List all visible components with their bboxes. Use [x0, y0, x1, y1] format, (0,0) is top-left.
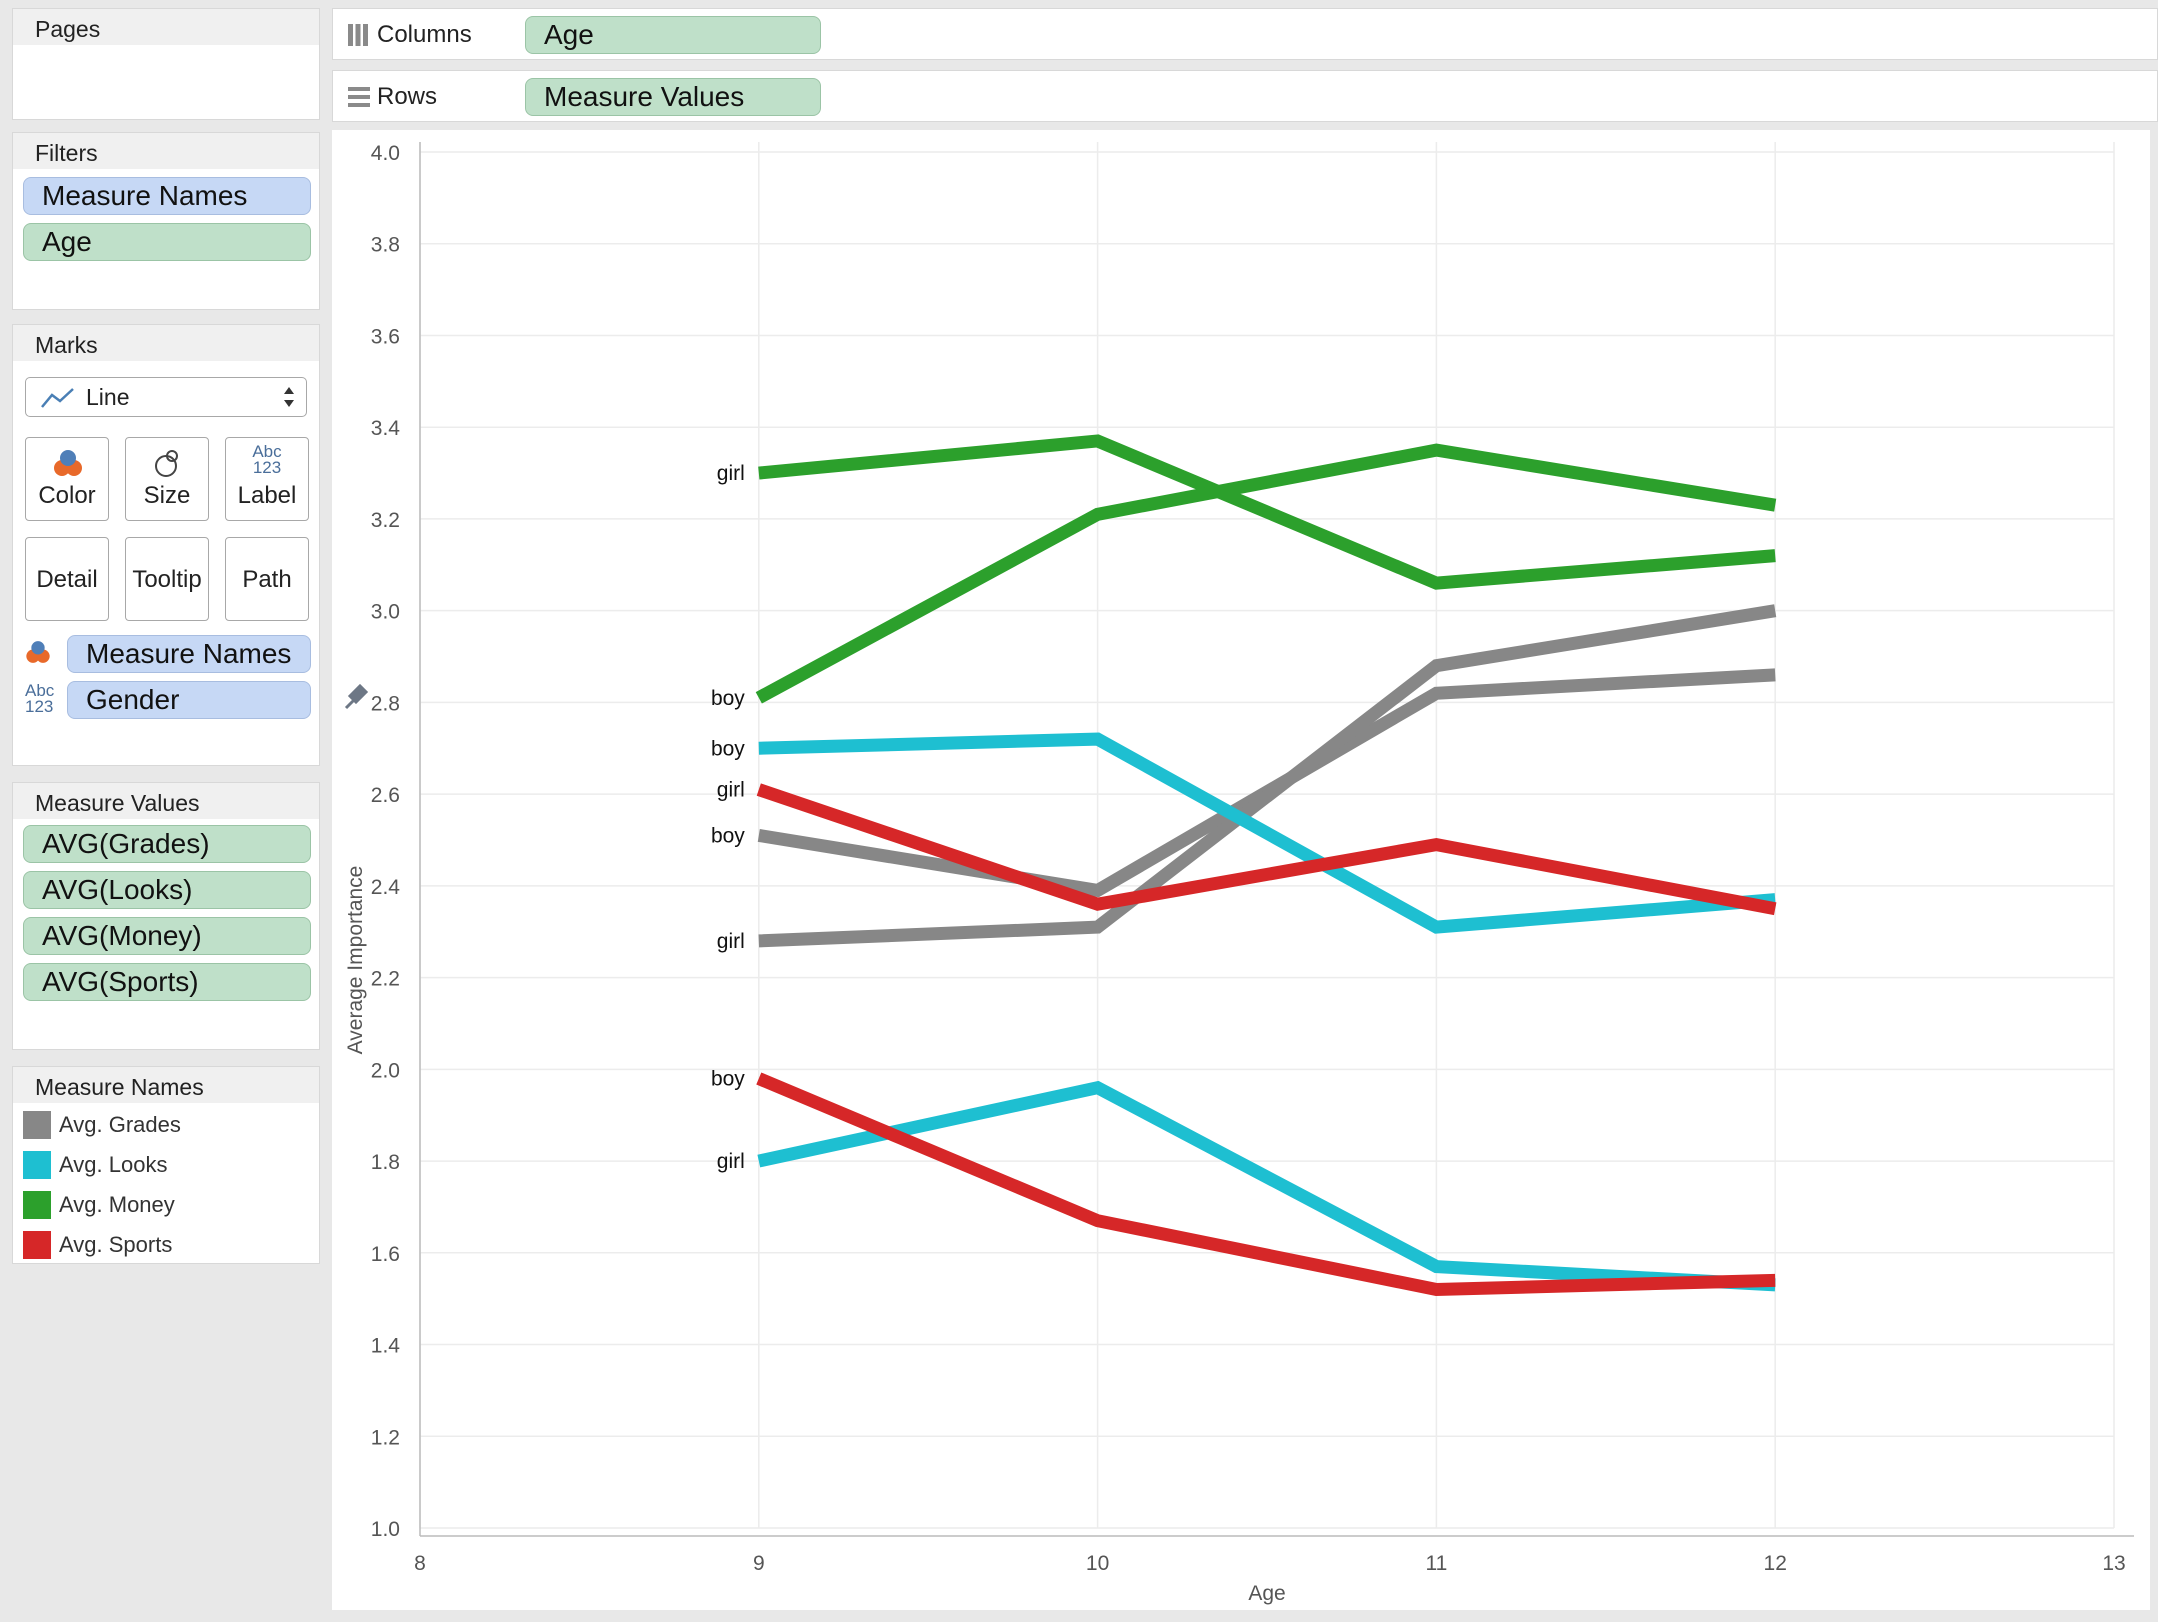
marks-title: Marks — [13, 325, 319, 361]
measure-pill-looks[interactable]: AVG(Looks) — [23, 871, 311, 909]
measure-pill-money[interactable]: AVG(Money) — [23, 917, 311, 955]
line-chart[interactable]: 1.0 1.2 1.4 1.6 1.8 2.0 2.2 2.4 2.6 2.8 3.0 3.2 3.4 3… — [332, 130, 2150, 1610]
legend-swatch[interactable] — [23, 1231, 51, 1259]
y-tick-label: 3.8 — [371, 234, 400, 257]
filter-pill-measure-names[interactable]: Measure Names — [23, 177, 311, 215]
y-tick-label: 3.0 — [371, 601, 400, 624]
columns-shelf[interactable]: Columns Age — [332, 8, 2158, 60]
y-tick-label: 2.0 — [371, 1059, 400, 1082]
x-tick-label: 8 — [414, 1552, 426, 1575]
size-icon — [155, 450, 178, 477]
measure-values-card: Measure Values AVG(Grades) AVG(Looks) AV… — [12, 782, 320, 1050]
y-tick-label: 1.6 — [371, 1243, 400, 1266]
marks-card: Marks Line Color Size Abc 123 Label Deta… — [12, 324, 320, 766]
y-tick-label: 1.2 — [371, 1426, 400, 1449]
series-line — [756, 1072, 1776, 1297]
x-tick-label: 11 — [1425, 1552, 1447, 1575]
legend-swatch[interactable] — [23, 1151, 51, 1179]
filters-title: Filters — [13, 133, 319, 169]
y-tick-label: 2.6 — [371, 784, 400, 807]
legend-card: Measure Names Avg. Grades Avg. Looks Avg. … — [12, 1066, 320, 1264]
columns-label: Columns — [377, 21, 472, 48]
series-label: boy — [711, 1068, 745, 1091]
marks-color-label: Color — [38, 482, 96, 509]
series-line — [758, 434, 1776, 590]
marks-size-label: Size — [143, 482, 191, 509]
y-tick-label: 3.4 — [371, 417, 401, 440]
legend-swatch[interactable] — [23, 1191, 51, 1219]
rows-pill-measure-values[interactable]: Measure Values — [525, 78, 821, 116]
legend-swatch[interactable] — [23, 1111, 51, 1139]
series-label: boy — [711, 824, 745, 847]
x-tick-label: 10 — [1086, 1552, 1109, 1575]
rows-shelf[interactable]: Rows Measure Values — [332, 70, 2158, 122]
marks-color-button[interactable]: Color — [25, 437, 109, 521]
series-line — [757, 668, 1776, 898]
y-tick-label: 2.8 — [371, 692, 400, 715]
series-line — [755, 443, 1777, 704]
line-chart-icon — [41, 388, 74, 408]
label-icon: Abc 123 — [25, 681, 55, 716]
filter-pill-age[interactable]: Age — [23, 223, 311, 261]
measure-values-title: Measure Values — [13, 783, 319, 819]
x-tick-label: 13 — [2102, 1552, 2125, 1575]
marks-label-label: Label — [237, 482, 297, 509]
series-line — [758, 604, 1777, 948]
mark-type-dropdown[interactable]: Line — [25, 377, 307, 417]
y-tick-label: 2.2 — [371, 968, 400, 991]
pages-card: Pages — [12, 8, 320, 120]
mark-type-label: Line — [86, 384, 130, 410]
marks-tooltip-button[interactable]: Tooltip — [125, 537, 209, 621]
legend-item-label[interactable]: Avg. Money — [59, 1192, 175, 1217]
rows-icon — [348, 87, 370, 107]
columns-icon — [348, 24, 368, 46]
rows-label: Rows — [377, 83, 438, 110]
y-tick-label: 1.8 — [371, 1151, 400, 1174]
x-tick-label: 12 — [1764, 1552, 1787, 1575]
marks-tooltip-label: Tooltip — [132, 566, 202, 593]
measure-pill-grades[interactable]: AVG(Grades) — [23, 825, 311, 863]
series-label: girl — [717, 1150, 745, 1173]
chevron-updown-icon — [284, 387, 294, 407]
y-tick-label: 4.0 — [371, 142, 400, 165]
marks-field-measure-names[interactable]: Measure Names — [67, 635, 311, 673]
y-tick-label: 1.0 — [371, 1518, 400, 1541]
marks-path-button[interactable]: Path — [225, 537, 309, 621]
y-tick-label: 2.4 — [371, 876, 401, 899]
series-label: girl — [717, 462, 745, 485]
label-abc-icon: Abc 123 — [252, 442, 282, 477]
marks-label-button[interactable]: Abc 123 Label — [225, 437, 309, 521]
color-icon — [26, 641, 50, 663]
y-tick-label: 3.2 — [371, 509, 400, 532]
legend-item-label[interactable]: Avg. Sports — [59, 1232, 173, 1257]
legend-title: Measure Names — [13, 1067, 319, 1103]
chart-view[interactable]: 1.0 1.2 1.4 1.6 1.8 2.0 2.2 2.4 2.6 2.8 3.0 3.2 3.4 3… — [332, 130, 2150, 1610]
marks-detail-label: Detail — [36, 566, 98, 593]
y-axis-title: Average Importance — [344, 866, 367, 1055]
series-line — [758, 732, 1776, 934]
marks-path-label: Path — [242, 566, 292, 593]
series-line — [756, 783, 1777, 916]
color-icon — [54, 450, 82, 476]
series-label: girl — [717, 930, 745, 953]
marks-field-gender[interactable]: Gender — [67, 681, 311, 719]
pin-icon — [344, 683, 369, 710]
series-line — [757, 1080, 1776, 1292]
series-label: boy — [711, 687, 745, 710]
y-tick-label: 1.4 — [371, 1335, 401, 1358]
marks-detail-button[interactable]: Detail — [25, 537, 109, 621]
y-tick-label: 3.6 — [371, 325, 400, 348]
marks-size-button[interactable]: Size — [125, 437, 209, 521]
filters-card: Filters Measure Names Age — [12, 132, 320, 310]
measure-pill-sports[interactable]: AVG(Sports) — [23, 963, 311, 1001]
series-label: boy — [711, 737, 745, 760]
series-label: girl — [717, 779, 745, 802]
legend-item-label[interactable]: Avg. Looks — [59, 1152, 168, 1177]
columns-pill-age[interactable]: Age — [525, 16, 821, 54]
x-axis-title: Age — [1248, 1582, 1285, 1605]
legend-item-label[interactable]: Avg. Grades — [59, 1112, 181, 1137]
pages-title: Pages — [13, 9, 319, 45]
x-tick-label: 9 — [753, 1552, 765, 1575]
